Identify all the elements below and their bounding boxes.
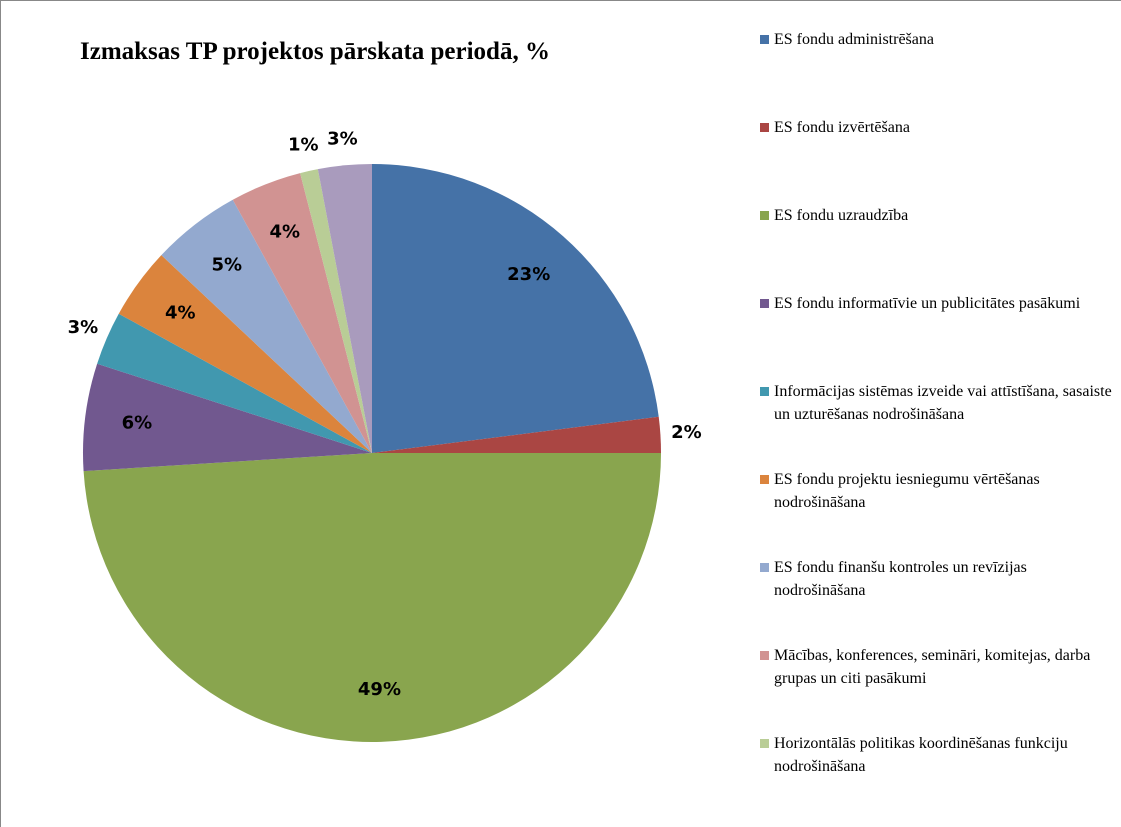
legend-swatch	[760, 651, 769, 660]
legend-item: Mācības, konferences, semināri, komiteja…	[760, 644, 1115, 690]
legend-label: ES fondu informatīvie un publicitātes pa…	[774, 295, 1081, 312]
legend-label: Mācības, konferences, semināri, komiteja…	[774, 647, 1091, 687]
data-label: 2%	[671, 422, 702, 443]
legend-label: ES fondu uzraudzība	[774, 207, 909, 224]
pie-slice	[83, 363, 372, 472]
legend-item: ES fondu izvērtēšana	[760, 116, 1115, 139]
data-label: 3%	[68, 317, 99, 338]
legend-label: ES fondu projektu iesniegumu vērtēšanas …	[774, 471, 1040, 511]
chart-title: Izmaksas TP projektos pārskata periodā, …	[80, 38, 550, 65]
data-label: 3%	[327, 128, 358, 149]
legend-swatch	[760, 299, 769, 308]
data-label: 4%	[269, 222, 300, 243]
legend-item: ES fondu projektu iesniegumu vērtēšanas …	[760, 468, 1115, 514]
legend-swatch	[760, 123, 769, 132]
data-label: 49%	[358, 679, 401, 700]
legend-swatch	[760, 211, 769, 220]
legend-label: ES fondu finanšu kontroles un revīzijas …	[774, 559, 1027, 599]
legend-item: Informācijas sistēmas izveide vai attīst…	[760, 380, 1115, 426]
pie-slice	[317, 164, 372, 453]
pie-slice	[118, 255, 372, 453]
pie-slice	[83, 453, 662, 743]
pie-slice	[372, 416, 661, 453]
legend-swatch	[760, 35, 769, 44]
legend-swatch	[760, 739, 769, 748]
data-label: 1%	[288, 135, 319, 156]
legend-item: ES fondu uzraudzība	[760, 204, 1115, 227]
data-label: 23%	[507, 264, 550, 285]
legend-label: Informācijas sistēmas izveide vai attīst…	[774, 383, 1112, 423]
legend-swatch	[760, 563, 769, 572]
data-label: 5%	[211, 255, 242, 276]
legend-item: ES fondu informatīvie un publicitātes pa…	[760, 292, 1115, 315]
data-label: 6%	[122, 412, 153, 433]
legend-label: Horizontālās politikas koordinēšanas fun…	[774, 735, 1068, 775]
pie-slice	[232, 173, 372, 453]
legend-swatch	[760, 475, 769, 484]
pie-slice	[97, 313, 373, 453]
legend-label: ES fondu administrēšana	[774, 31, 934, 48]
legend-item: ES fondu administrēšana	[760, 28, 1115, 51]
pie-slice	[161, 199, 372, 453]
pie-slice	[372, 164, 659, 453]
pie-slice	[300, 169, 372, 453]
legend-swatch	[760, 387, 769, 396]
legend-item: ES fondu finanšu kontroles un revīzijas …	[760, 556, 1115, 602]
data-label: 4%	[165, 303, 196, 324]
legend-item: Horizontālās politikas koordinēšanas fun…	[760, 732, 1115, 778]
legend-label: ES fondu izvērtēšana	[774, 119, 910, 136]
